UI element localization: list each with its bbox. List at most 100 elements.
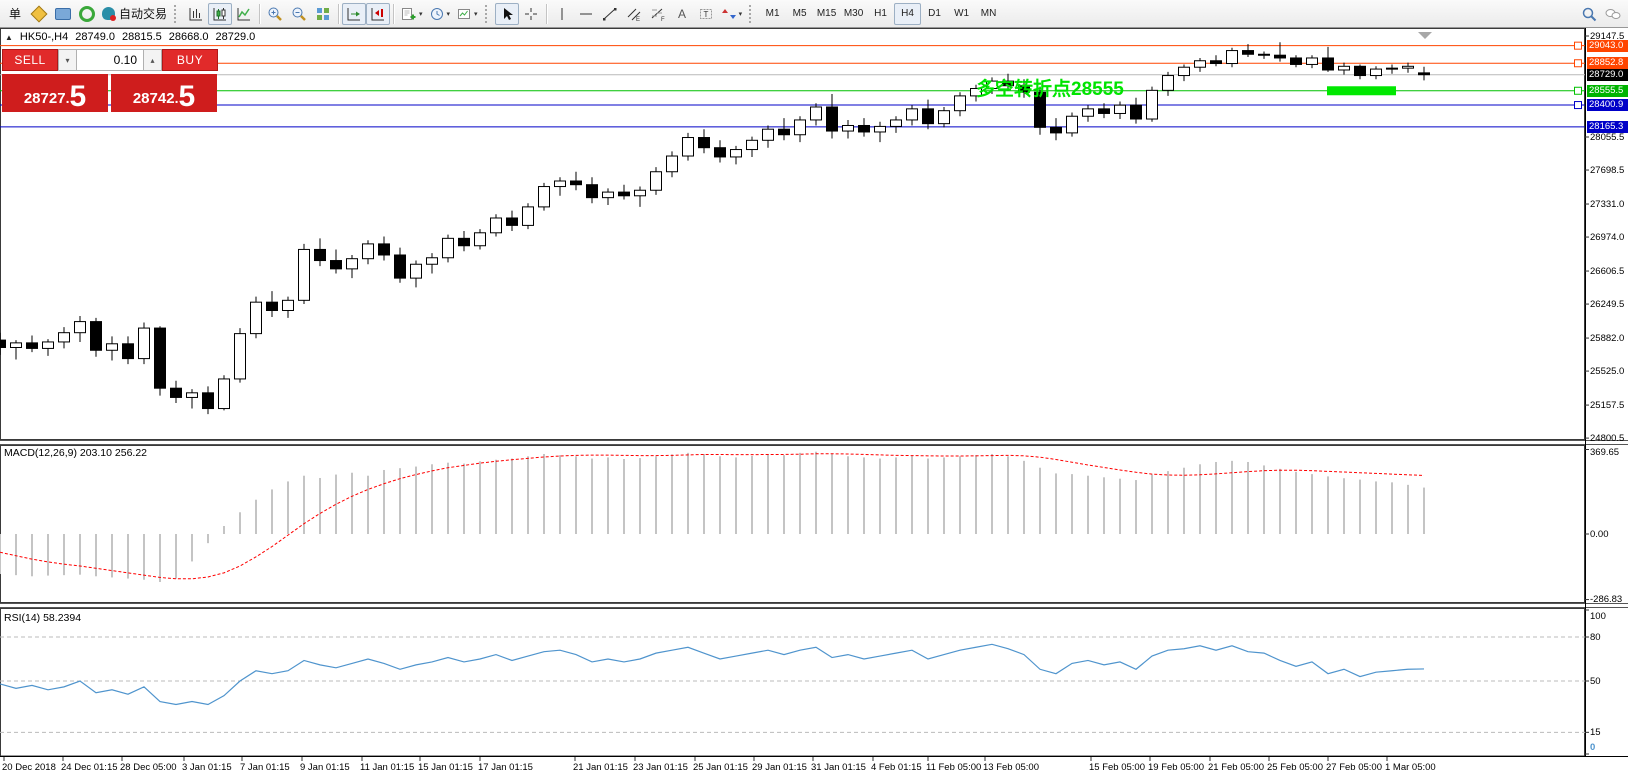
- fibonacci-button[interactable]: F: [646, 3, 670, 25]
- templates-button[interactable]: ▾: [453, 3, 481, 25]
- crosshair-button[interactable]: [519, 3, 543, 25]
- candle-body: [314, 248, 326, 262]
- volume-increase-button[interactable]: ▴: [143, 49, 162, 71]
- rsi-tick-label: 80: [1590, 631, 1601, 643]
- macd-histogram-bar: [399, 468, 401, 534]
- candle-body: [1226, 50, 1238, 65]
- macd-histogram-bar: [1023, 460, 1025, 534]
- arrows-button[interactable]: ▾: [718, 3, 746, 25]
- macd-panel-border: [0, 445, 1585, 603]
- macd-histogram-bar: [527, 456, 529, 534]
- timeframe-mn-button[interactable]: MN: [975, 3, 1002, 25]
- macd-histogram-bar: [1055, 473, 1057, 534]
- timeframe-m30-button[interactable]: M30: [840, 3, 867, 25]
- timeframe-m15-button[interactable]: M15: [813, 3, 840, 25]
- chat-icon: [1605, 8, 1621, 19]
- line-handle[interactable]: [1574, 59, 1582, 68]
- chart-shift-button[interactable]: [366, 2, 391, 25]
- market-watch-button[interactable]: [27, 3, 51, 25]
- auto-scroll-button[interactable]: [342, 2, 367, 25]
- sell-button[interactable]: SELL: [2, 49, 58, 71]
- macd-histogram-bar: [383, 469, 385, 534]
- macd-histogram-bar: [1295, 471, 1297, 534]
- timeframe-h1-button[interactable]: H1: [867, 3, 894, 25]
- zoom-in-button[interactable]: [263, 3, 287, 25]
- periods-button[interactable]: ▾: [426, 3, 454, 25]
- text-label-button[interactable]: T: [694, 3, 718, 25]
- zoom-out-button[interactable]: [287, 3, 311, 25]
- macd-histogram-bar: [1167, 471, 1169, 534]
- svg-text:A: A: [678, 7, 686, 21]
- time-axis-label: 24 Dec 01:15: [61, 762, 118, 773]
- buy-button[interactable]: BUY: [162, 49, 218, 71]
- line-chart-button[interactable]: [232, 3, 256, 25]
- panel-collapse-icon[interactable]: ▲: [5, 32, 13, 42]
- candle-body: [170, 387, 182, 398]
- time-axis-label: 11 Jan 01:15: [360, 762, 415, 773]
- data-window-button[interactable]: [51, 3, 75, 25]
- candle-body: [1114, 104, 1126, 114]
- macd-histogram-bar: [191, 534, 193, 562]
- rsi-tick-label: 0: [1590, 742, 1596, 753]
- navigator-button[interactable]: [75, 3, 99, 25]
- candle-body: [298, 248, 310, 301]
- chart-area[interactable]: ▲ HK50-,H4 28749.0 28815.5 28668.0 28729…: [0, 28, 1628, 776]
- candle-body: [266, 301, 278, 311]
- macd-histogram-bar: [927, 458, 929, 534]
- volume-input[interactable]: [77, 49, 143, 71]
- volume-decrease-button[interactable]: ▾: [58, 49, 77, 71]
- pivot-annotation-text[interactable]: 多空转折点28555: [976, 79, 1124, 100]
- highlight-zone[interactable]: [1327, 86, 1396, 96]
- chat-button[interactable]: [1601, 3, 1625, 25]
- vertical-line-button[interactable]: [550, 3, 574, 25]
- new-order-button[interactable]: 单: [3, 3, 27, 25]
- bar-chart-button[interactable]: [184, 3, 208, 25]
- time-axis-label: 1 Mar 05:00: [1385, 762, 1436, 773]
- crosshair-icon: [524, 7, 537, 20]
- svg-text:T: T: [703, 10, 708, 19]
- candle-body: [1034, 91, 1046, 128]
- price-tick-label: 24800.5: [1590, 433, 1625, 445]
- down-arrow-marker[interactable]: [1418, 32, 1432, 39]
- sell-price-display[interactable]: 28727. 5: [2, 74, 108, 112]
- line-handle[interactable]: [1574, 86, 1582, 95]
- timeframe-m1-button[interactable]: M1: [759, 3, 786, 25]
- green-ring-icon: [79, 5, 95, 22]
- buy-price-display[interactable]: 28742. 5: [111, 74, 217, 112]
- search-button[interactable]: [1577, 3, 1601, 25]
- candle-body: [698, 137, 710, 149]
- auto-trading-button[interactable]: 自动交易: [99, 3, 170, 25]
- dropdown-caret-icon: ▾: [419, 10, 423, 18]
- time-axis-label: 4 Feb 01:15: [871, 762, 922, 773]
- toolbar-gripper: [484, 4, 489, 23]
- timeframe-w1-button[interactable]: W1: [948, 3, 975, 25]
- macd-histogram-bar: [543, 453, 545, 534]
- line-handle[interactable]: [1574, 41, 1582, 50]
- macd-histogram-bar: [431, 464, 433, 534]
- candle-body: [1210, 60, 1222, 65]
- timeframe-d1-button[interactable]: D1: [921, 3, 948, 25]
- candle-body: [442, 237, 454, 259]
- text-button[interactable]: A: [670, 3, 694, 25]
- line-handle[interactable]: [1574, 101, 1582, 110]
- channel-button[interactable]: E: [622, 3, 646, 25]
- cursor-button[interactable]: [494, 2, 519, 25]
- macd-histogram-bar: [783, 455, 785, 534]
- trendline-button[interactable]: [598, 3, 622, 25]
- tile-windows-button[interactable]: [311, 3, 335, 25]
- candle-body: [138, 327, 150, 360]
- candlestick-chart-button[interactable]: [208, 2, 233, 25]
- chart-shift-icon: [371, 7, 385, 20]
- macd-histogram-bar: [415, 466, 417, 534]
- toolbar-separator: [338, 3, 340, 24]
- indicators-button[interactable]: ▾: [397, 3, 426, 25]
- macd-histogram-bar: [1087, 475, 1089, 534]
- time-axis-label: 29 Jan 01:15: [752, 762, 807, 773]
- horizontal-line-button[interactable]: [574, 3, 598, 25]
- rsi-tick-label: 100: [1590, 611, 1606, 622]
- time-axis-label: 21 Feb 05:00: [1208, 762, 1264, 773]
- timeframe-m5-button[interactable]: M5: [786, 3, 813, 25]
- macd-histogram-bar: [751, 455, 753, 534]
- timeframe-h4-button[interactable]: H4: [894, 2, 922, 25]
- candle-body: [234, 333, 246, 380]
